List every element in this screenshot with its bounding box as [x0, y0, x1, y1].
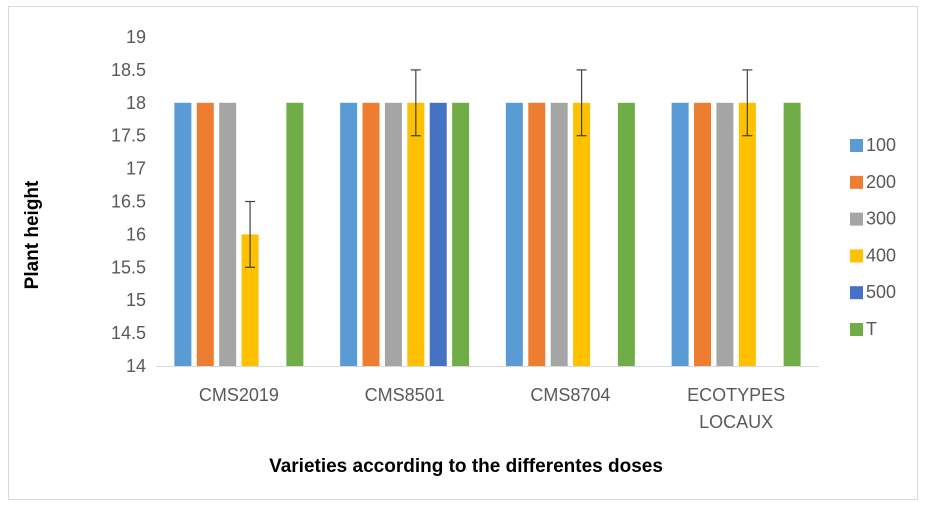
x-tick-label: LOCAUX	[699, 412, 773, 432]
bar-t-2	[617, 102, 635, 367]
y-tick-label: 14.5	[111, 323, 146, 343]
bar-300-0	[219, 102, 237, 367]
bar-100-1	[340, 102, 358, 367]
x-axis-title: Varieties according to the differentes d…	[269, 456, 663, 477]
x-tick-label: CMS2019	[199, 385, 279, 405]
bar-200-1	[362, 102, 380, 367]
legend-label-400: 400	[866, 245, 896, 265]
y-axis-title: Plant height	[22, 180, 43, 289]
bar-chart: Plant height Varieties according to the …	[22, 27, 896, 477]
legend-swatch-100	[850, 139, 863, 152]
y-tick-label: 18.5	[111, 60, 146, 80]
bar-200-0	[196, 102, 214, 367]
bar-t-3	[783, 102, 801, 367]
y-tick-label: 15	[126, 290, 146, 310]
chart-frame: Plant height Varieties according to the …	[8, 6, 918, 500]
y-tick-label: 14	[126, 356, 146, 376]
y-tick-label: 18	[126, 93, 146, 113]
bar-400-3	[738, 102, 756, 367]
x-tick-label: ECOTYPES	[687, 385, 785, 405]
bar-300-3	[716, 102, 734, 367]
bar-100-2	[505, 102, 523, 367]
legend-label-200: 200	[866, 172, 896, 192]
bar-200-3	[694, 102, 712, 367]
bar-t-0	[286, 102, 304, 367]
legend-label-500: 500	[866, 282, 896, 302]
legend-swatch-300	[850, 212, 863, 226]
y-tick-label: 15.5	[111, 257, 146, 277]
legend-label-t: T	[866, 319, 877, 339]
bar-300-1	[384, 102, 402, 367]
legend-swatch-500	[850, 286, 863, 300]
x-tick-label: CMS8704	[530, 385, 610, 405]
legend-swatch-200	[850, 175, 863, 189]
legend-swatch-t	[850, 323, 863, 336]
y-tick-label: 16.5	[111, 192, 146, 212]
bar-100-3	[671, 102, 689, 367]
y-tick-label: 17	[126, 159, 146, 179]
bar-200-2	[528, 102, 546, 367]
legend-swatch-400	[850, 249, 863, 263]
bar-400-2	[573, 102, 591, 367]
bar-100-0	[174, 102, 192, 367]
legend-label-300: 300	[866, 209, 896, 229]
y-tick-label: 17.5	[111, 126, 146, 146]
bar-500-1	[429, 102, 447, 367]
y-tick-label: 16	[126, 224, 146, 244]
y-tick-label: 19	[126, 27, 146, 47]
bar-400-1	[407, 102, 425, 367]
bar-t-1	[452, 102, 470, 367]
legend-label-100: 100	[866, 135, 896, 155]
bar-300-2	[550, 102, 568, 367]
x-tick-label: CMS8501	[365, 385, 445, 405]
